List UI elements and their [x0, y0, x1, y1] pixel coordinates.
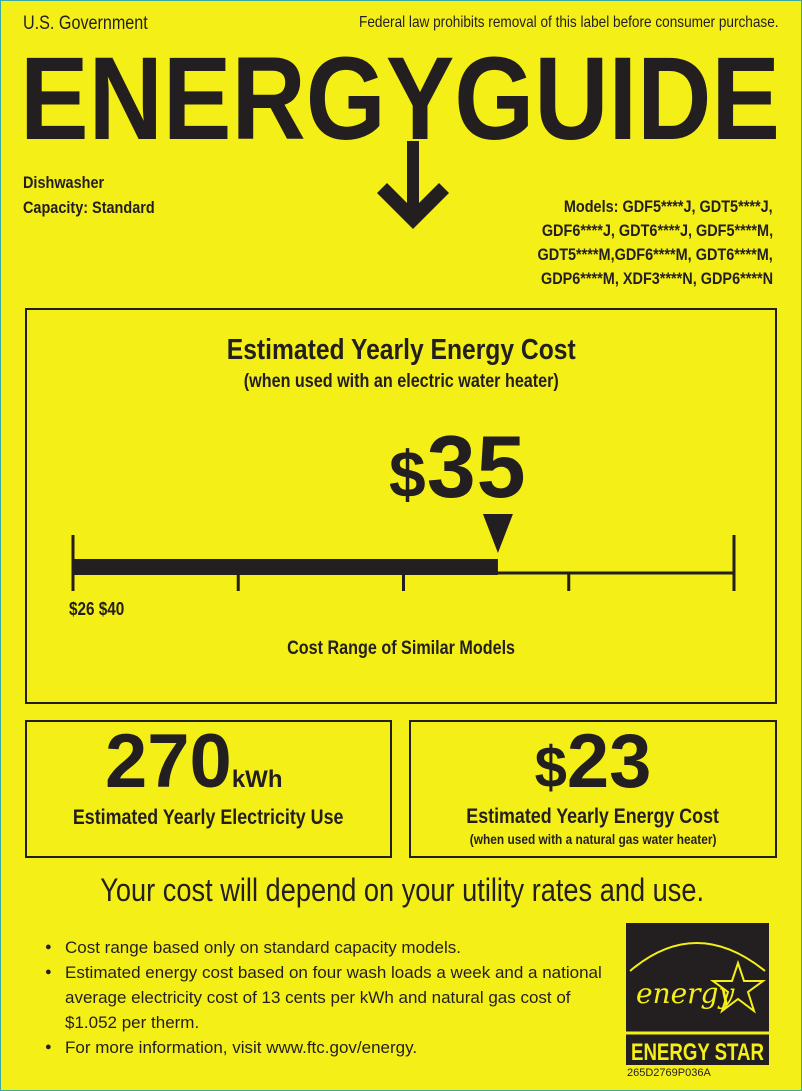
electricity-use: 270kWh — [105, 719, 283, 804]
note-item: Estimated energy cost based on four wash… — [45, 960, 605, 1035]
main-title: Estimated Yearly Energy Cost — [226, 334, 576, 366]
main-cost-box — [25, 308, 777, 704]
note-item: For more information, visit www.ftc.gov/… — [45, 1035, 605, 1060]
cost-disclaimer: Your cost will depend on your utility ra… — [100, 872, 704, 908]
capacity: Capacity: Standard — [23, 198, 155, 217]
main-subtitle: (when used with an electric water heater… — [243, 371, 559, 392]
product-type: Dishwasher — [23, 173, 105, 192]
gas-label: Estimated Yearly Energy Cost — [466, 805, 720, 828]
models-list: Models: GDF5****J, GDT5****J, GDF6****J,… — [537, 197, 773, 288]
gas-sublabel: (when used with a natural gas water heat… — [469, 831, 717, 847]
label-code: 265D2769P036A — [627, 1067, 711, 1079]
government-label: U.S. Government — [23, 13, 148, 34]
removal-notice: Federal law prohibits removal of this la… — [359, 14, 779, 31]
svg-text:ENERGYGUIDE: ENERGYGUIDE — [20, 41, 780, 146]
svg-text:energy: energy — [636, 977, 735, 1010]
svg-text:ENERGY STAR: ENERGY STAR — [631, 1039, 764, 1065]
notes-list: Cost range based only on standard capaci… — [45, 935, 605, 1060]
star-icon — [709, 959, 767, 1014]
range-label: Cost Range of Similar Models — [287, 638, 515, 659]
note-item: Cost range based only on standard capaci… — [45, 935, 605, 960]
energyguide-logo: ENERGYGUIDE — [20, 41, 780, 146]
range-values: $26 $40 — [69, 599, 125, 619]
energy-star-logo: energy ENERGY STAR — [626, 923, 769, 1066]
electricity-box — [25, 720, 392, 858]
product-info: Dishwasher Capacity: Standard — [23, 170, 178, 220]
cost-range-scale — [71, 514, 736, 591]
electricity-label: Estimated Yearly Electricity Use — [73, 806, 344, 829]
gas-cost: $23 — [534, 719, 652, 804]
cost-range-fill — [73, 559, 498, 575]
cost-marker-icon — [482, 514, 513, 553]
gas-box — [409, 720, 777, 858]
estimated-cost: $35 — [389, 417, 527, 516]
arrow-down-icon — [377, 141, 449, 229]
